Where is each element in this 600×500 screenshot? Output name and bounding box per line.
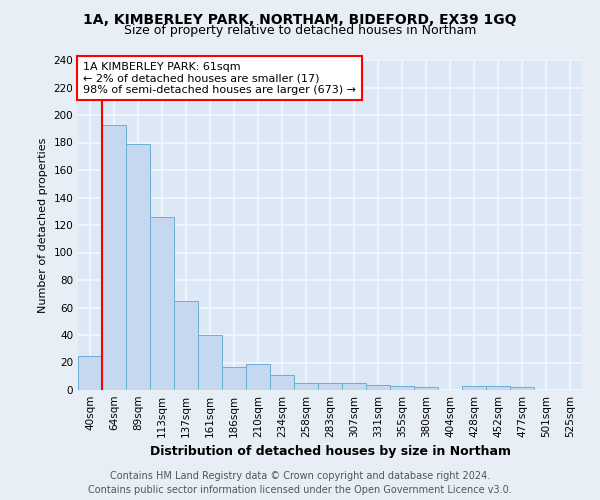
Bar <box>414 387 438 390</box>
Y-axis label: Number of detached properties: Number of detached properties <box>38 138 48 312</box>
Bar <box>270 375 294 390</box>
Bar <box>462 386 486 390</box>
Bar <box>318 383 342 390</box>
Text: 1A KIMBERLEY PARK: 61sqm
← 2% of detached houses are smaller (17)
98% of semi-de: 1A KIMBERLEY PARK: 61sqm ← 2% of detache… <box>83 62 356 95</box>
Text: 1A, KIMBERLEY PARK, NORTHAM, BIDEFORD, EX39 1GQ: 1A, KIMBERLEY PARK, NORTHAM, BIDEFORD, E… <box>83 12 517 26</box>
Text: Size of property relative to detached houses in Northam: Size of property relative to detached ho… <box>124 24 476 37</box>
Bar <box>366 384 390 390</box>
Text: Contains HM Land Registry data © Crown copyright and database right 2024.
Contai: Contains HM Land Registry data © Crown c… <box>88 471 512 495</box>
Bar <box>294 383 318 390</box>
Bar <box>198 335 222 390</box>
X-axis label: Distribution of detached houses by size in Northam: Distribution of detached houses by size … <box>149 446 511 458</box>
Bar <box>486 386 510 390</box>
Bar <box>342 383 366 390</box>
Bar <box>174 300 198 390</box>
Bar <box>126 144 150 390</box>
Bar <box>222 366 246 390</box>
Bar <box>102 124 126 390</box>
Bar <box>78 356 102 390</box>
Bar <box>150 217 174 390</box>
Bar <box>510 387 534 390</box>
Bar <box>390 386 414 390</box>
Bar <box>246 364 270 390</box>
